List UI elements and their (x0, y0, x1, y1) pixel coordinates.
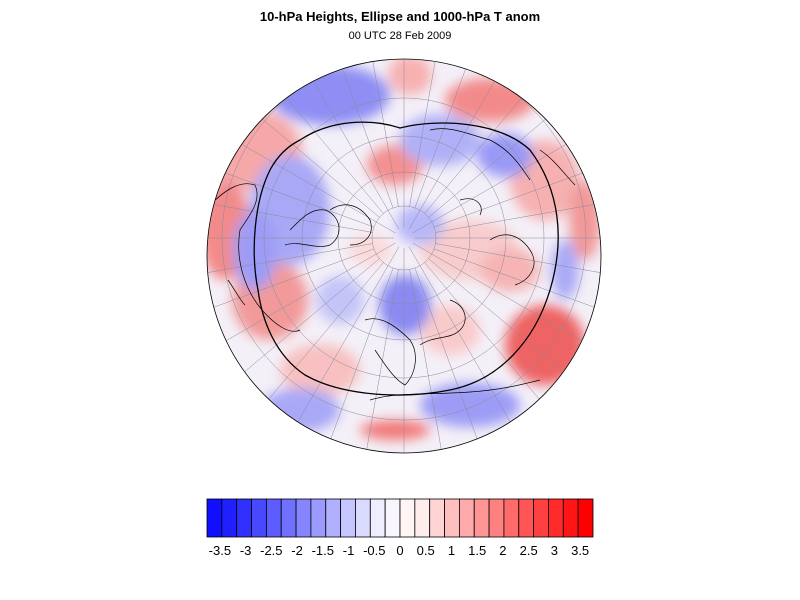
map-border (206, 58, 602, 454)
map-subtitle: 00 UTC 28 Feb 2009 (348, 30, 452, 42)
colorbar-swatch (384, 498, 401, 538)
colorbar-swatch (251, 498, 267, 538)
meridian-line (358, 269, 399, 453)
meridian-line (435, 243, 601, 284)
meridian-line (435, 192, 601, 233)
meridian-line (207, 243, 373, 284)
colorbar-swatch (236, 498, 252, 538)
meridian-line (409, 59, 450, 207)
colorbar-swatch (458, 498, 475, 538)
map-title: 10-hPa Heights, Ellipse and 1000-hPa T a… (259, 9, 541, 24)
colorbar-swatch (473, 498, 490, 538)
ellipse-contour (253, 121, 559, 396)
colorbar-swatch (355, 498, 371, 538)
meridian-line (433, 248, 601, 328)
colorbar-swatch (221, 498, 238, 538)
meridian-line (409, 269, 450, 453)
colorbar-swatch (562, 498, 579, 538)
colorbar-swatch (399, 498, 416, 538)
colorbar-swatch (265, 498, 282, 538)
meridian-line (207, 248, 375, 328)
colorbar-swatch (325, 498, 342, 538)
colorbar-swatch (533, 498, 549, 538)
colorbar-swatch (429, 498, 445, 538)
colorbar-swatch (310, 498, 327, 538)
colorbar-swatch (340, 498, 356, 538)
colorbar-swatch (577, 498, 594, 538)
meridian-line (273, 59, 400, 230)
meridian-line (207, 192, 373, 233)
colorbar-swatch (548, 498, 564, 538)
colorbar-swatch (206, 498, 223, 538)
colorbar-swatch (414, 498, 431, 538)
graticule (207, 59, 601, 453)
colorbar-swatch (280, 498, 297, 538)
colorbar-swatch (369, 498, 386, 538)
meridian-line (408, 59, 535, 230)
meridian-line (207, 148, 375, 228)
colorbar-swatch (444, 498, 460, 538)
colorbar-swatch (518, 498, 535, 538)
meridian-line (433, 148, 601, 228)
meridian-line (414, 59, 494, 209)
colorbar-swatch (503, 498, 520, 538)
colorbar-swatch (488, 498, 505, 538)
meridian-line (314, 59, 394, 209)
meridian-line (358, 59, 399, 207)
colorbar-swatch (295, 498, 312, 538)
